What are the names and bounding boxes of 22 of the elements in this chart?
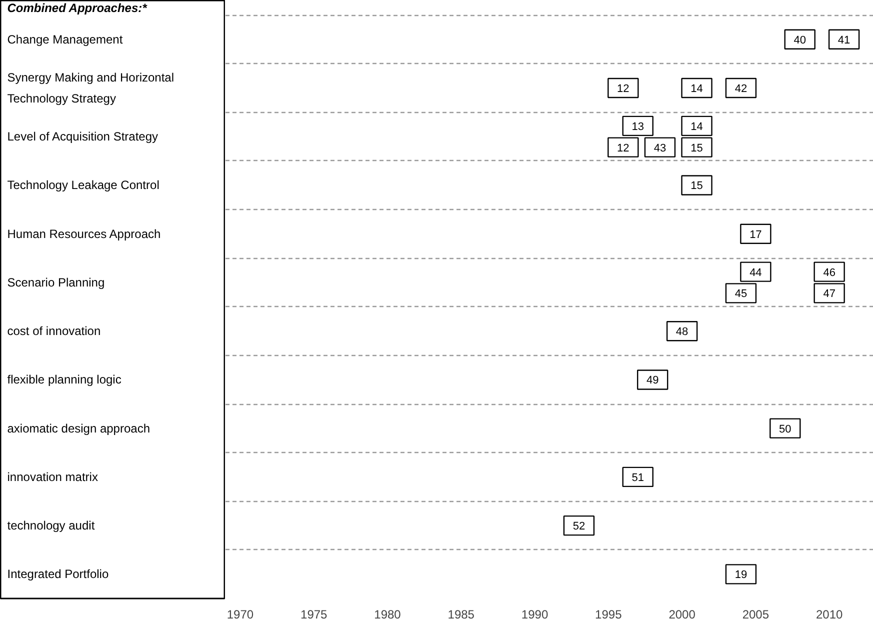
y-tick-label: Integrated Portfolio	[7, 567, 109, 582]
x-tick-label: 2005	[742, 608, 770, 622]
y-tick-label: Scenario Planning	[7, 275, 105, 290]
y-tick-label: Change Management	[7, 32, 124, 46]
x-tick-label: 1985	[448, 608, 475, 622]
y-tick-label: Level of Acquisition Strategy	[7, 130, 158, 144]
x-tick-label: 1990	[521, 608, 548, 622]
text: Combined Approaches:*	[7, 0, 148, 15]
y-tick-label: axiomatic design approach	[7, 421, 150, 436]
x-tick-label: 2000	[668, 608, 696, 622]
y-tick-label: innovation matrix	[7, 470, 98, 484]
y-tick-label: Human Resources Approach	[7, 226, 161, 241]
y-tick-label: technology audit	[7, 518, 96, 533]
x-tick-label: 1970	[226, 608, 254, 622]
x-tick-label: 2010	[816, 608, 843, 622]
x-tick-label: 1980	[374, 608, 402, 622]
x-tick-label: 1995	[595, 608, 622, 622]
x-tick-label: 1975	[300, 608, 328, 622]
y-tick-label: cost of innovation	[7, 324, 101, 338]
y-tick-label: Technology Leakage Control	[7, 178, 160, 192]
y-tick-label: flexible planning logic	[7, 372, 122, 387]
y-tick-label: Synergy Making and Horizontal Technology Strategy	[7, 70, 174, 106]
